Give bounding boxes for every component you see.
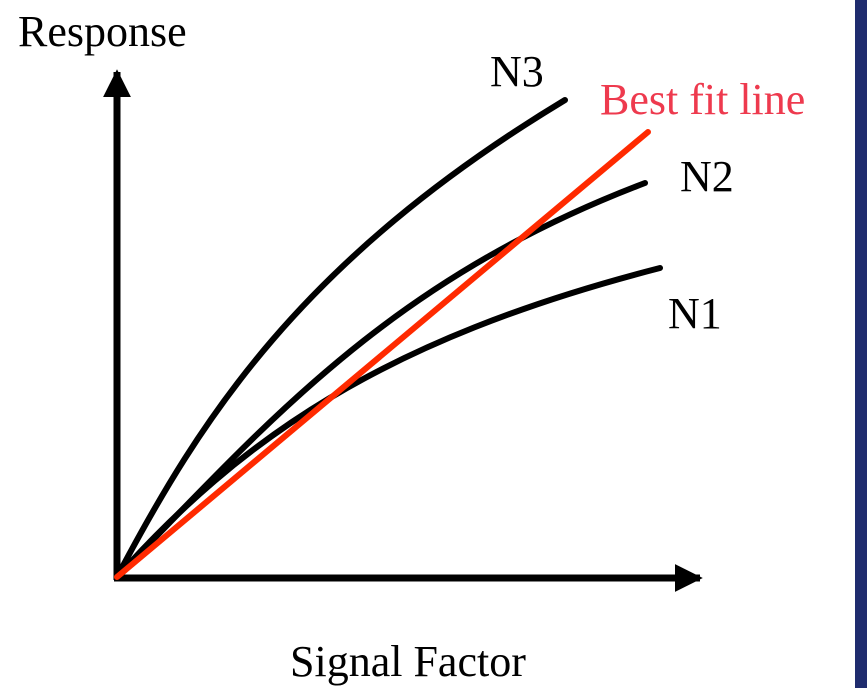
curve-label-n3: N3 [490,47,544,96]
curve-label-n1: N1 [668,289,722,338]
curve-label-n2: N2 [680,152,734,201]
right-edge-bar [855,0,867,688]
best-fit-label: Best fit line [600,75,806,124]
curve-n2 [114,180,648,580]
y-axis-label: Response [18,7,187,56]
curve-n3 [114,97,568,580]
x-axis-label: Signal Factor [290,637,526,686]
curve-n1 [114,265,663,580]
best-fit-line [114,129,651,580]
